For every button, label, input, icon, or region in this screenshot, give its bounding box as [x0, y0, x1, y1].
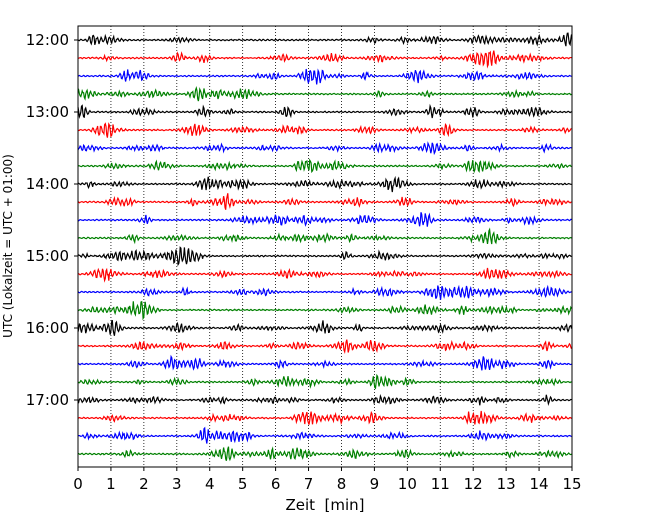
seismogram-trace	[77, 394, 572, 406]
seismogram-trace	[77, 354, 572, 371]
y-tick-label: 14:00	[26, 175, 69, 193]
x-tick-label: 12	[464, 475, 483, 493]
seismogram-trace	[77, 426, 572, 444]
x-tick-label: 15	[562, 475, 581, 493]
seismogram-trace	[77, 175, 572, 193]
seismogram-trace	[77, 339, 573, 355]
seismogram-trace	[77, 319, 573, 336]
seismogram-trace	[77, 158, 572, 174]
x-tick-label: 7	[304, 475, 314, 493]
seismogram-traces	[77, 32, 573, 462]
seismogram-trace	[77, 212, 572, 227]
x-tick-label: 1	[106, 475, 116, 493]
x-tick-label: 0	[73, 475, 83, 493]
seismogram-trace	[77, 300, 573, 321]
seismogram-trace	[77, 86, 572, 102]
seismogram-trace	[77, 122, 572, 138]
seismogram-trace	[77, 373, 572, 390]
x-tick-label: 3	[172, 475, 182, 493]
y-tick-label: 12:00	[26, 31, 69, 49]
x-tick-label: 8	[337, 475, 347, 493]
seismogram-trace	[77, 50, 572, 69]
y-tick-label: 16:00	[26, 319, 69, 337]
seismogram-trace	[77, 267, 572, 283]
x-axis-ticks: 0 1 2 3 4 5 6 7 8 9 10 11 12 13 14 15	[73, 467, 582, 493]
seismogram-trace	[77, 410, 572, 426]
x-tick-label: 6	[271, 475, 281, 493]
plot-frame	[77, 25, 573, 468]
seismogram-trace	[77, 446, 572, 462]
y-tick-label: 17:00	[26, 391, 69, 409]
y-tick-label: 15:00	[26, 247, 69, 265]
seismogram-trace	[77, 32, 573, 47]
y-tick-label: 13:00	[26, 103, 69, 121]
y-axis-ticks: 12:00 13:00 14:00 15:00 16:00 17:00	[26, 31, 78, 409]
seismogram-trace	[77, 246, 572, 267]
seismogram-trace	[77, 227, 572, 245]
x-tick-label: 11	[431, 475, 450, 493]
seismogram-trace	[77, 284, 572, 300]
seismogram-trace	[77, 68, 572, 85]
seismogram-trace	[77, 103, 572, 120]
x-tick-label: 9	[370, 475, 380, 493]
y-axis-label: UTC (Lokalzeit = UTC + 01:00)	[1, 154, 15, 338]
x-tick-label: 4	[205, 475, 215, 493]
x-tick-label: 13	[497, 475, 516, 493]
x-tick-label: 10	[398, 475, 417, 493]
x-tick-label: 14	[530, 475, 549, 493]
seismogram-trace	[77, 193, 572, 210]
x-axis-label: Zeit [min]	[285, 496, 364, 514]
seismogram-trace	[77, 141, 572, 156]
x-tick-label: 2	[139, 475, 149, 493]
x-tick-label: 5	[238, 475, 248, 493]
